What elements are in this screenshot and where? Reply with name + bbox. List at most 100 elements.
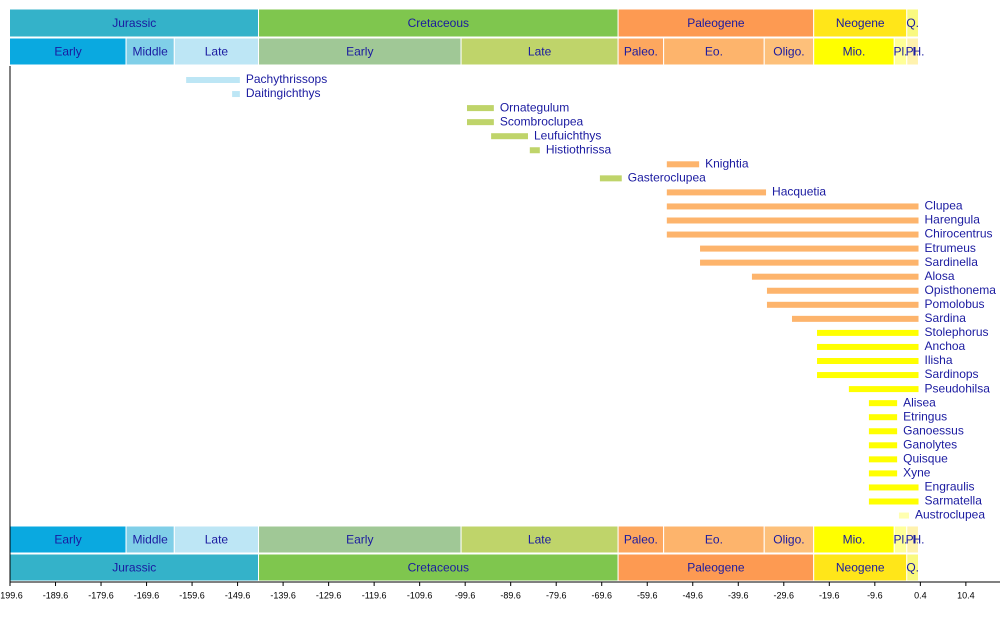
range-bar <box>868 498 919 505</box>
epoch-label: Late <box>528 533 552 547</box>
taxon-label: Xyne <box>903 466 931 480</box>
taxon-label: Opisthonema <box>925 283 997 297</box>
period-band <box>906 553 920 582</box>
epoch-band <box>258 525 462 554</box>
period-band <box>617 553 815 582</box>
taxon-label: Sardinella <box>925 255 979 269</box>
period-label: Paleogene <box>687 16 745 30</box>
x-tick-label: -139.6 <box>270 590 296 600</box>
x-tick-label: -159.6 <box>179 590 205 600</box>
epoch-label: Paleo. <box>624 45 658 59</box>
range-bar <box>466 105 494 112</box>
plot-area: PachythrissopsDaitingichthysOrnategulumS… <box>186 72 996 522</box>
taxon-label: Sarmatella <box>925 494 983 508</box>
epoch-band <box>617 37 665 66</box>
range-bar <box>868 456 898 463</box>
range-bar <box>848 386 919 393</box>
taxon-label: Ilisha <box>925 353 953 367</box>
taxon-label: Harengula <box>925 213 981 227</box>
epoch-label: Early <box>346 45 373 59</box>
epoch-band <box>813 525 895 554</box>
epoch-label: Oligo. <box>773 533 804 547</box>
taxon-label: Daitingichthys <box>246 86 321 100</box>
x-tick-label: -9.6 <box>867 590 883 600</box>
x-tick-label: -179.6 <box>88 590 114 600</box>
range-bar <box>466 119 494 126</box>
range-bar <box>232 91 240 98</box>
epoch-label: Middle <box>133 533 169 547</box>
x-tick-label: -109.6 <box>407 590 433 600</box>
period-label: Neogene <box>836 561 885 575</box>
x-tick-label: -129.6 <box>316 590 342 600</box>
taxon-label: Histiothrissa <box>546 142 612 156</box>
range-bar <box>868 428 898 435</box>
x-tick-label: -89.6 <box>500 590 521 600</box>
taxon-label: Stolephorus <box>925 325 989 339</box>
taxon-label: Pachythrissops <box>246 72 327 86</box>
range-bar <box>751 273 919 280</box>
taxon-label: Hacquetia <box>772 185 826 199</box>
x-tick-label: -99.6 <box>455 590 476 600</box>
taxon-label: Chirocentrus <box>925 227 993 241</box>
range-bar <box>599 175 622 182</box>
range-bar <box>700 245 919 252</box>
epoch-band <box>813 37 895 66</box>
taxon-label: Engraulis <box>925 480 975 494</box>
epoch-label: Paleo. <box>624 533 658 547</box>
taxon-label: Alosa <box>925 269 955 283</box>
taxon-label: Clupea <box>925 199 963 213</box>
taxon-label: Etrumeus <box>925 241 976 255</box>
range-bar <box>868 414 898 421</box>
range-bar <box>186 77 240 83</box>
epoch-label: Late <box>205 533 229 547</box>
range-bar <box>666 189 767 196</box>
range-bar <box>700 259 919 266</box>
x-tick-label: -169.6 <box>134 590 160 600</box>
period-label: Jurassic <box>112 16 156 30</box>
epoch-label: Oligo. <box>773 45 804 59</box>
epoch-label: H. <box>912 45 924 59</box>
epoch-band <box>663 37 765 66</box>
taxon-label: Pomolobus <box>925 297 985 311</box>
range-bar <box>666 231 919 238</box>
x-tick-label: -59.6 <box>637 590 658 600</box>
taxon-label: Sardina <box>925 311 967 325</box>
taxon-label: Ganoessus <box>903 423 964 437</box>
period-band <box>258 553 619 582</box>
x-tick-label: -39.6 <box>728 590 749 600</box>
range-bar <box>766 301 919 308</box>
taxon-label: Knightia <box>705 156 749 170</box>
epoch-band <box>663 525 765 554</box>
epoch-label: Late <box>528 45 552 59</box>
taxon-label: Ganolytes <box>903 437 957 451</box>
period-band <box>906 8 920 38</box>
range-bar <box>898 512 909 519</box>
period-band <box>258 8 619 38</box>
epoch-label: Middle <box>133 45 169 59</box>
range-bar <box>817 372 919 379</box>
epoch-label: Late <box>205 45 229 59</box>
taxon-label: Anchoa <box>925 339 966 353</box>
x-tick-label: 0.4 <box>914 590 927 600</box>
x-tick-label: -69.6 <box>591 590 612 600</box>
period-band <box>617 8 815 38</box>
epoch-label: Pl. <box>906 533 920 547</box>
range-bar <box>817 329 919 336</box>
taxon-label: Gasteroclupea <box>628 171 706 185</box>
range-bar <box>529 147 540 154</box>
range-bar <box>868 470 898 477</box>
period-label: Paleogene <box>687 561 745 575</box>
period-label: Q. <box>906 16 919 30</box>
range-bar <box>666 161 700 168</box>
period-label: Jurassic <box>112 561 156 575</box>
x-tick-label: -199.6 <box>0 590 23 600</box>
x-tick-label: -189.6 <box>43 590 69 600</box>
taxon-label: Pseudohilsa <box>925 381 991 395</box>
range-bar <box>791 315 919 322</box>
range-bar <box>491 133 528 140</box>
epoch-label: Mio. <box>843 533 866 547</box>
epoch-label: Eo. <box>705 533 723 547</box>
x-tick-label: 10.4 <box>957 590 975 600</box>
